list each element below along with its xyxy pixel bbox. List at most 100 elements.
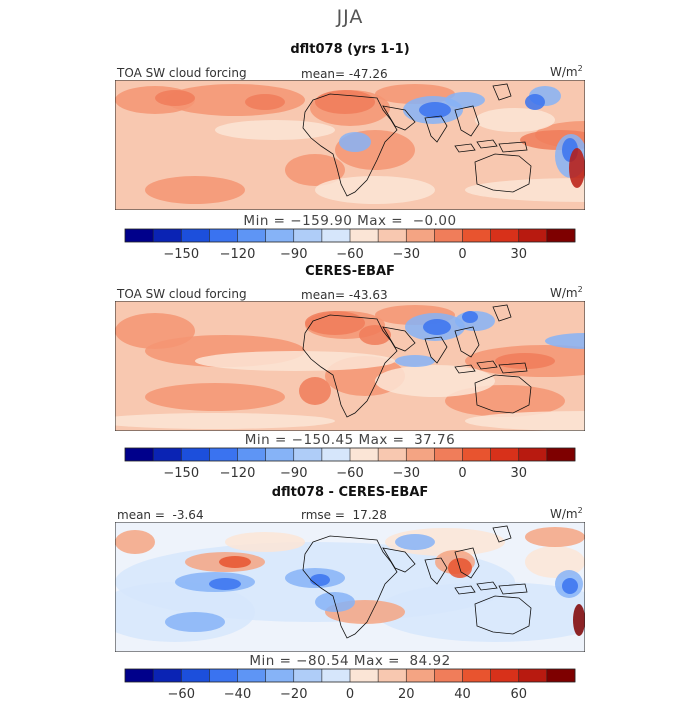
field-region <box>475 108 555 132</box>
colorbar-swatch <box>462 448 491 461</box>
panel-2-map <box>115 301 585 431</box>
colorbar-swatch <box>378 669 407 682</box>
coastline <box>476 139 498 149</box>
colorbar-swatch <box>209 448 238 461</box>
field-region <box>359 325 391 345</box>
panel-2-mean-label: mean= -43.63 <box>301 288 388 302</box>
panel-1-map <box>115 80 585 210</box>
colorbar-swatch <box>181 669 210 682</box>
field-region <box>462 311 478 323</box>
colorbar-swatch <box>321 669 351 682</box>
colorbar-tick-label: −30 <box>393 247 420 262</box>
colorbar-swatch <box>293 669 323 682</box>
colorbar-swatch <box>293 448 323 461</box>
field-region <box>525 527 585 547</box>
colorbar-swatch <box>153 229 182 242</box>
coastline <box>302 93 398 197</box>
colorbar-swatch <box>406 669 435 682</box>
field-region <box>209 578 241 590</box>
panel-1-variable-label: TOA SW cloud forcing <box>117 66 247 80</box>
colorbar-tick-label: −90 <box>280 247 307 262</box>
figure-title: JJA <box>336 6 364 28</box>
coastline <box>302 535 398 639</box>
field-region <box>445 92 485 108</box>
panel-3-mean-label: mean = -3.64 <box>117 508 204 522</box>
colorbar-swatch <box>209 669 238 682</box>
panel-1-colorbar: −150 −120 −90 −60 −30 0 30 <box>124 228 576 262</box>
colorbar-swatch <box>265 448 295 461</box>
panel-1-mean-label: mean= -47.26 <box>301 67 388 81</box>
field-region <box>310 574 330 586</box>
panel-2-title: CERES-EBAF <box>305 264 395 279</box>
colorbar-swatch <box>490 669 520 682</box>
colorbar-tick-label: −40 <box>224 687 251 702</box>
field-region <box>145 383 285 411</box>
panel-2-units: W/m2 <box>550 285 583 300</box>
field-region <box>395 534 435 550</box>
field-region <box>375 365 495 397</box>
colorbar-tick-label: 30 <box>510 466 527 481</box>
colorbar-swatch <box>546 669 576 682</box>
panel-3-rmse-label: rmse = 17.28 <box>301 508 387 522</box>
field-region <box>545 333 585 349</box>
colorbar-frame <box>124 228 576 243</box>
field-region <box>423 319 451 335</box>
colorbar-tick-label: −150 <box>163 466 199 481</box>
field-region <box>419 102 451 118</box>
field-region <box>525 94 545 110</box>
field-region <box>245 94 285 110</box>
field-region <box>573 604 585 636</box>
field-region <box>445 385 565 417</box>
coastline <box>474 595 532 635</box>
colorbar-tick-label: −90 <box>280 466 307 481</box>
colorbar-tick-label: −150 <box>163 247 199 262</box>
coastline <box>454 364 476 374</box>
panel-2-variable-label: TOA SW cloud forcing <box>117 287 247 301</box>
field-region <box>339 132 371 152</box>
colorbar-swatch <box>265 669 295 682</box>
coastline <box>492 83 512 101</box>
colorbar-tick-label: 0 <box>458 466 466 481</box>
coastline <box>498 141 528 153</box>
field-region <box>569 148 585 188</box>
field-region <box>215 120 335 140</box>
field-region <box>315 176 435 204</box>
colorbar-swatch <box>462 229 491 242</box>
colorbar-tick-label: 40 <box>454 687 471 702</box>
colorbar-swatch <box>434 229 463 242</box>
colorbar-frame <box>124 668 576 683</box>
coastline <box>454 547 480 579</box>
colorbar-swatch <box>350 448 379 461</box>
colorbar-swatch <box>181 448 210 461</box>
field-region <box>195 351 395 371</box>
colorbar-swatch <box>350 229 379 242</box>
colorbar-swatch <box>378 229 407 242</box>
colorbar-swatch <box>125 229 154 242</box>
colorbar-tick-label: 20 <box>398 687 415 702</box>
coastline <box>454 585 476 595</box>
colorbar-tick-label: −20 <box>280 687 307 702</box>
coastline <box>498 583 528 595</box>
field-region <box>145 176 245 204</box>
panel-3-units: W/m2 <box>550 506 583 521</box>
coastline <box>474 374 532 414</box>
colorbar-swatch <box>181 229 210 242</box>
colorbar-swatch <box>125 669 154 682</box>
colorbar-swatch <box>518 669 548 682</box>
coastline <box>424 557 448 585</box>
panel-1-title: dflt078 (yrs 1-1) <box>290 42 410 57</box>
field-region <box>525 546 585 578</box>
panel-3-map <box>115 522 585 652</box>
colorbar-tick-label: 30 <box>510 247 527 262</box>
coastline <box>454 326 480 358</box>
coastline <box>382 105 416 131</box>
panel-3-units-exp: 2 <box>577 506 583 515</box>
field-region <box>375 582 585 642</box>
colorbar-swatch <box>518 229 548 242</box>
field-region <box>495 353 555 369</box>
colorbar-swatch <box>321 448 351 461</box>
colorbar-swatch <box>490 229 520 242</box>
colorbar-swatch <box>490 448 520 461</box>
colorbar-swatch <box>434 669 463 682</box>
colorbar-swatch <box>462 669 491 682</box>
